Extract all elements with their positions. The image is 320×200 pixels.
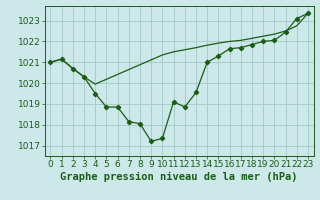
X-axis label: Graphe pression niveau de la mer (hPa): Graphe pression niveau de la mer (hPa): [60, 172, 298, 182]
